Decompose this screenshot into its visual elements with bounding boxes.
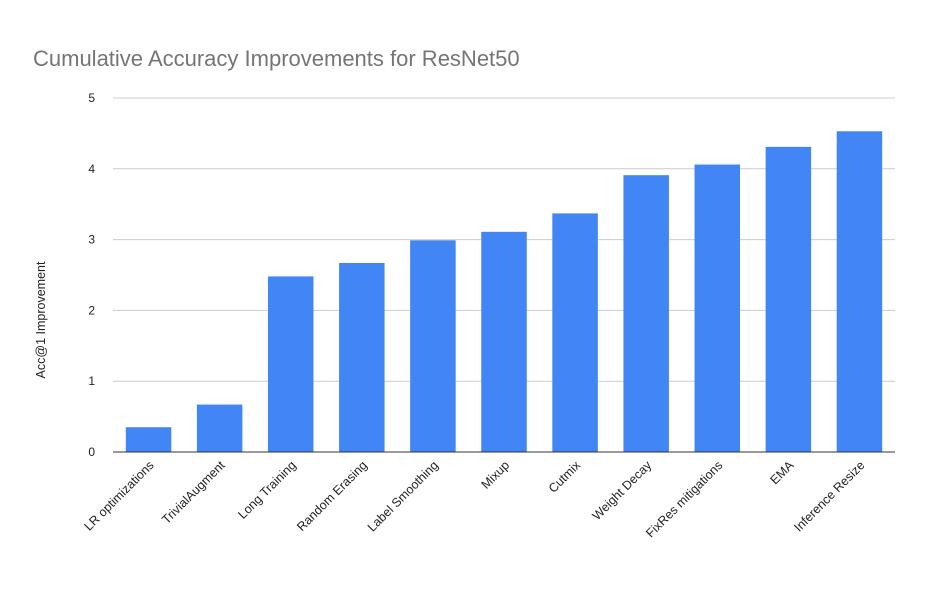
bar: [552, 213, 598, 452]
y-tick-label: 4: [88, 162, 95, 176]
bar: [836, 131, 883, 452]
x-category-label: Inference Resize: [791, 458, 867, 534]
bar: [196, 404, 243, 452]
x-axis-categories: LR optimizations TrivialAugment Long Train…: [81, 458, 867, 541]
y-tick-label: 5: [88, 91, 95, 105]
bar: [410, 240, 456, 452]
x-category-label: Mixup: [479, 458, 513, 492]
x-category-label: TrivialAugment: [159, 458, 228, 527]
x-category-label: Weight Decay: [590, 458, 655, 523]
y-tick-label: 1: [88, 374, 95, 388]
chart-title: Cumulative Accuracy Improvements for Res…: [33, 46, 520, 71]
x-category-label: Label Smoothing: [365, 458, 441, 534]
bars: [125, 131, 883, 453]
bar: [125, 427, 172, 452]
x-category-label: Long Training: [235, 458, 298, 521]
x-category-label: FixRes mitigations: [643, 458, 725, 540]
bar: [765, 146, 812, 453]
x-category-label: Random Erasing: [294, 458, 370, 534]
x-category-label: LR optimizations: [81, 458, 156, 533]
y-tick-label: 2: [88, 303, 95, 317]
bar: [267, 276, 314, 452]
y-tick-label: 3: [88, 233, 95, 247]
bar: [623, 175, 669, 452]
y-axis-label: Acc@1 Improvement: [34, 261, 48, 378]
bar: [694, 164, 741, 452]
bar: [481, 231, 527, 452]
y-axis-ticks: 0 1 2 3 4 5: [88, 91, 95, 459]
x-category-label: EMA: [767, 458, 797, 488]
y-tick-label: 0: [88, 445, 95, 459]
bar: [339, 262, 385, 452]
x-category-label: Cutmix: [546, 458, 584, 496]
